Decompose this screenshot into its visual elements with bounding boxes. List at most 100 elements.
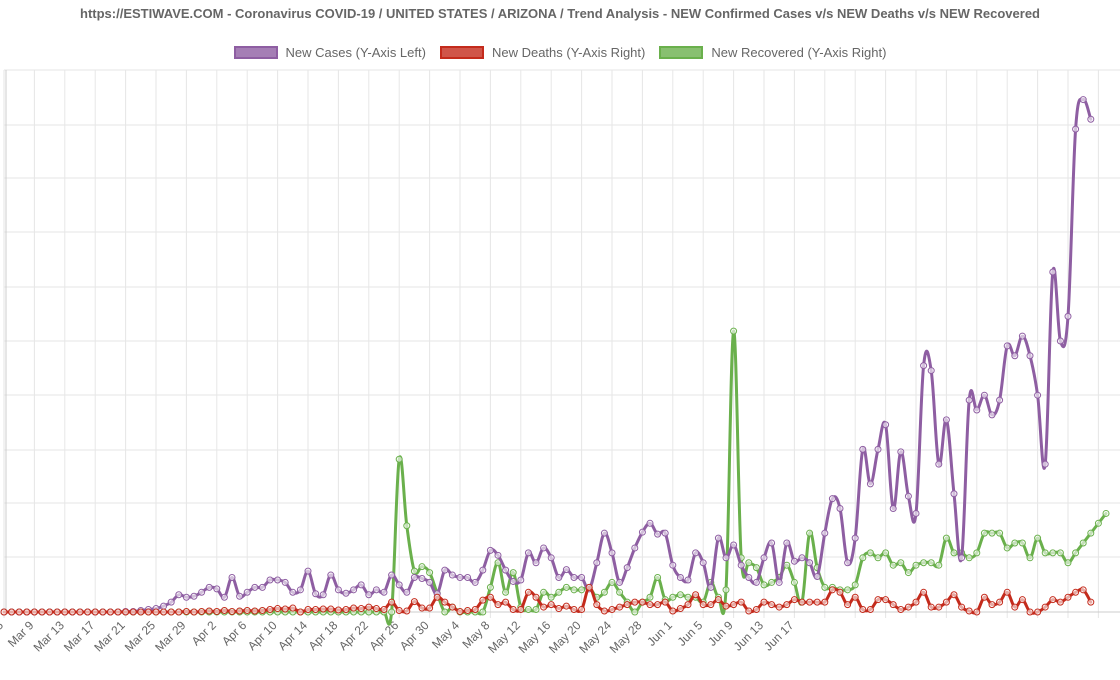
- data-point-new-deaths: [494, 601, 502, 609]
- data-point-new-recovered: [806, 529, 814, 537]
- data-point-new-cases: [274, 576, 282, 584]
- data-point-new-recovered: [904, 569, 912, 577]
- data-point-new-recovered: [1011, 539, 1019, 547]
- data-point-new-deaths: [426, 604, 434, 612]
- data-point-new-cases: [182, 593, 190, 601]
- data-point-new-cases: [980, 391, 988, 399]
- data-point-new-cases: [760, 554, 768, 562]
- data-point-new-cases: [258, 583, 266, 591]
- legend-item-new-recovered[interactable]: New Recovered (Y-Axis Right): [659, 45, 886, 60]
- data-point-new-recovered: [920, 559, 928, 567]
- data-point-new-deaths: [760, 598, 768, 606]
- x-tick-label: May 4: [429, 618, 462, 651]
- data-point-new-deaths: [205, 607, 213, 615]
- data-point-new-recovered: [1072, 549, 1080, 557]
- series-new-deaths: [0, 583, 1095, 616]
- data-point-new-deaths: [53, 608, 61, 616]
- data-point-new-cases: [418, 574, 426, 582]
- data-point-new-recovered: [935, 561, 943, 569]
- data-point-new-cases: [1064, 312, 1072, 320]
- data-point-new-recovered: [874, 554, 882, 562]
- data-point-new-cases: [555, 574, 563, 582]
- data-point-new-cases: [281, 578, 289, 586]
- data-point-new-deaths: [38, 608, 46, 616]
- data-point-new-recovered: [676, 591, 684, 599]
- legend-label-new-cases: New Cases (Y-Axis Left): [285, 44, 426, 60]
- data-point-new-cases: [859, 445, 867, 453]
- data-point-new-deaths: [638, 598, 646, 606]
- data-point-new-cases: [502, 566, 510, 574]
- data-point-new-cases: [312, 590, 320, 598]
- data-point-new-recovered: [882, 549, 890, 557]
- data-point-new-cases: [319, 591, 327, 599]
- data-point-new-recovered: [722, 586, 730, 594]
- data-point-new-recovered: [1049, 549, 1057, 557]
- data-point-new-cases: [631, 544, 639, 552]
- data-point-new-cases: [958, 554, 966, 562]
- data-point-new-cases: [798, 554, 806, 562]
- data-point-new-cases: [395, 581, 403, 589]
- data-point-new-deaths: [137, 608, 145, 616]
- data-point-new-cases: [1003, 342, 1011, 350]
- data-point-new-deaths: [1018, 596, 1026, 604]
- data-point-new-cases: [752, 578, 760, 586]
- data-point-new-recovered: [950, 549, 958, 557]
- data-point-new-cases: [198, 588, 206, 596]
- data-point-new-cases: [813, 573, 821, 581]
- data-point-new-cases: [220, 593, 228, 601]
- data-point-new-deaths: [828, 586, 836, 594]
- data-point-new-recovered: [479, 608, 487, 616]
- data-point-new-recovered: [616, 588, 624, 596]
- data-point-new-recovered: [1079, 539, 1087, 547]
- data-point-new-recovered: [646, 593, 654, 601]
- data-point-new-deaths: [669, 607, 677, 615]
- x-tick-label: Jun 13: [731, 618, 767, 654]
- data-point-new-recovered: [1041, 549, 1049, 557]
- data-point-new-cases: [570, 574, 578, 582]
- data-point-new-deaths: [23, 608, 31, 616]
- data-point-new-cases: [190, 592, 198, 600]
- data-point-new-cases: [866, 480, 874, 488]
- data-point-new-deaths: [334, 606, 342, 614]
- data-point-new-recovered: [547, 593, 555, 601]
- data-point-new-cases: [304, 567, 312, 575]
- data-point-new-deaths: [228, 608, 236, 616]
- legend-label-new-recovered: New Recovered (Y-Axis Right): [711, 44, 887, 60]
- grid: [3, 69, 1120, 618]
- data-point-new-deaths: [388, 598, 396, 606]
- data-point-new-deaths: [813, 598, 821, 606]
- data-point-new-deaths: [775, 603, 783, 611]
- data-point-new-recovered: [388, 608, 396, 616]
- data-point-new-deaths: [15, 608, 23, 616]
- data-point-new-recovered: [760, 581, 768, 589]
- data-point-new-cases: [897, 448, 905, 456]
- data-point-new-deaths: [737, 598, 745, 606]
- data-point-new-deaths: [1034, 608, 1042, 616]
- data-point-new-deaths: [517, 606, 525, 614]
- data-point-new-cases: [821, 529, 829, 537]
- data-point-new-cases: [684, 576, 692, 584]
- legend-item-new-deaths[interactable]: New Deaths (Y-Axis Right): [439, 45, 645, 60]
- data-point-new-deaths: [547, 601, 555, 609]
- legend-item-new-cases[interactable]: New Cases (Y-Axis Left): [233, 44, 426, 60]
- data-point-new-deaths: [479, 596, 487, 604]
- data-point-new-cases: [661, 529, 669, 537]
- x-tick-label: Mar 5: [0, 618, 6, 650]
- data-point-new-cases: [768, 539, 776, 547]
- data-point-new-cases: [380, 588, 388, 596]
- data-point-new-deaths: [798, 598, 806, 606]
- data-point-new-cases: [654, 530, 662, 538]
- data-point-new-cases: [775, 578, 783, 586]
- data-point-new-cases: [722, 554, 730, 562]
- data-point-new-deaths: [1026, 608, 1034, 616]
- x-tick-label: Mar 29: [152, 618, 189, 655]
- data-point-new-cases: [965, 396, 973, 404]
- data-point-new-recovered: [942, 534, 950, 542]
- data-point-new-deaths: [540, 603, 548, 611]
- data-point-new-deaths: [1003, 588, 1011, 596]
- data-point-new-deaths: [524, 588, 532, 596]
- data-point-new-deaths: [973, 608, 981, 616]
- data-point-new-recovered: [730, 327, 738, 335]
- data-point-new-cases: [540, 544, 548, 552]
- data-point-new-deaths: [266, 606, 274, 614]
